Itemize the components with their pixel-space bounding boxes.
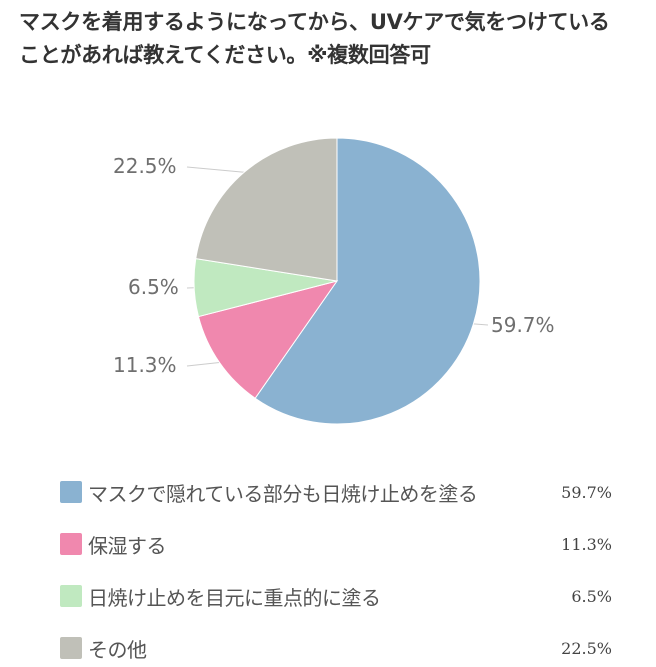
legend-item[interactable]: 日焼け止めを目元に重点的に塗る 6.5% xyxy=(60,570,612,622)
legend-swatch xyxy=(60,481,82,503)
slice-label-moisturize: 11.3% xyxy=(113,353,177,377)
legend-item[interactable]: その他 22.5% xyxy=(60,622,612,667)
chart-title-line-1: マスクを着用するようになってから、UVケアで気をつけている xyxy=(19,10,610,34)
legend-swatch xyxy=(60,585,82,607)
legend-item[interactable]: 保湿する 11.3% xyxy=(60,518,612,570)
legend-value: 22.5% xyxy=(561,638,612,658)
legend-value: 59.7% xyxy=(561,482,612,502)
legend-label: マスクで隠れている部分も日焼け止めを塗る xyxy=(88,481,478,506)
legend-label: 保湿する xyxy=(88,533,167,558)
slice-label-eye-area: 6.5% xyxy=(128,275,179,299)
leader-line xyxy=(186,361,220,367)
chart-legend: マスクで隠れている部分も日焼け止めを塗る 59.7% 保湿する 11.3% 日焼… xyxy=(60,466,612,667)
legend-swatch xyxy=(60,637,82,659)
pie-chart-svg xyxy=(186,137,489,425)
legend-label: その他 xyxy=(88,637,147,662)
slice-moisturize[interactable] xyxy=(197,280,339,399)
legend-value: 6.5% xyxy=(571,586,612,606)
chart-title: マスクを着用するようになってから、UVケアで気をつけている ことがあれば教えてく… xyxy=(19,6,649,72)
chart-title-line-2: ことがあれば教えてください。※複数回答可 xyxy=(19,43,431,67)
legend-item[interactable]: マスクで隠れている部分も日焼け止めを塗る 59.7% xyxy=(60,466,612,518)
legend-label: 日焼け止めを目元に重点的に塗る xyxy=(88,585,381,610)
legend-value: 11.3% xyxy=(561,534,612,554)
slice-other[interactable] xyxy=(195,137,338,282)
slice-label-other: 22.5% xyxy=(113,154,177,178)
slice-mask-area[interactable] xyxy=(254,137,481,425)
leader-line xyxy=(473,323,489,326)
leader-line xyxy=(186,166,245,173)
slice-label-mask-area: 59.7% xyxy=(491,313,555,337)
pie-chart: 59.7% 11.3% 6.5% 22.5% xyxy=(0,100,656,460)
legend-swatch xyxy=(60,533,82,555)
